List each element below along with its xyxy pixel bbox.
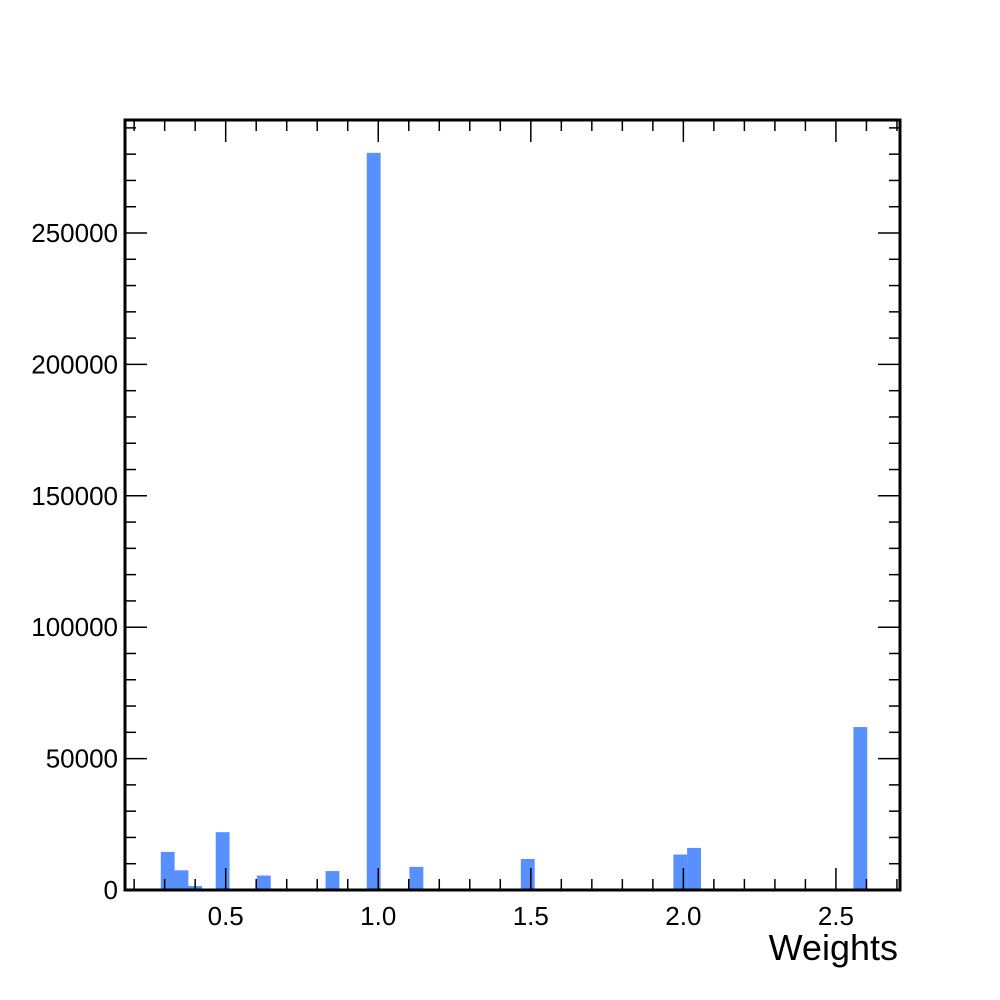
x-tick-label: 2.5 xyxy=(818,901,854,931)
x-axis-title: Weights xyxy=(769,927,898,968)
y-tick-label: 150000 xyxy=(31,481,118,511)
x-tick-label: 1.0 xyxy=(360,901,396,931)
x-tick-label: 2.0 xyxy=(665,901,701,931)
histogram-bar xyxy=(409,866,424,890)
histogram-bar xyxy=(673,854,688,890)
x-tick-label: 1.5 xyxy=(513,901,549,931)
histogram-bar xyxy=(325,871,340,890)
histogram-bar xyxy=(256,875,271,890)
y-tick-label: 100000 xyxy=(31,612,118,642)
histogram-bar xyxy=(215,832,230,890)
histogram-bar xyxy=(687,847,701,890)
y-tick-label: 0 xyxy=(104,875,118,905)
tick-labels-group: 0.5 1.0 1.5 2.0 2.5 0 50000 100000 150000 200000 2… xyxy=(31,218,854,931)
ticks-group xyxy=(125,120,900,891)
y-tick-label: 200000 xyxy=(31,349,118,379)
histogram-bar xyxy=(853,727,868,890)
y-tick-label: 250000 xyxy=(31,218,118,248)
histogram-bar xyxy=(520,858,535,890)
histogram-bar xyxy=(160,851,175,890)
x-tick-label: 0.5 xyxy=(208,901,244,931)
plot-frame xyxy=(123,118,902,892)
histogram-bar xyxy=(174,870,189,890)
histogram-bar xyxy=(366,152,381,891)
y-tick-label: 50000 xyxy=(46,744,118,774)
bars-group xyxy=(160,152,868,891)
